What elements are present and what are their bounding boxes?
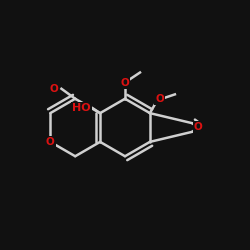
Text: O: O [50,84,58,94]
Text: HO: HO [72,103,91,113]
Text: O: O [120,78,130,88]
Text: O: O [156,94,164,104]
Text: O: O [46,137,55,147]
Text: O: O [194,122,202,132]
